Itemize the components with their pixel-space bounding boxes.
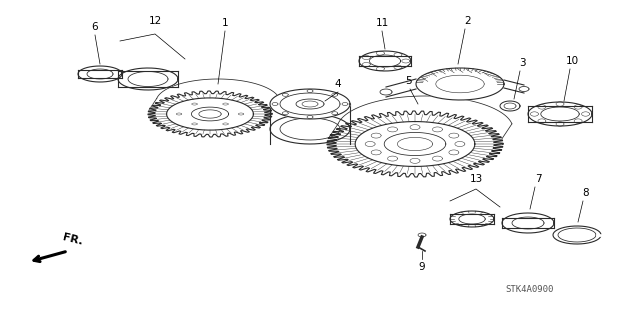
Text: 7: 7 [534, 174, 541, 184]
Polygon shape [355, 122, 475, 167]
Polygon shape [327, 111, 503, 177]
Polygon shape [270, 114, 350, 144]
Text: 9: 9 [419, 262, 426, 272]
Text: 6: 6 [92, 22, 99, 32]
Polygon shape [359, 51, 411, 71]
Polygon shape [118, 68, 178, 90]
Polygon shape [270, 89, 350, 119]
Text: 8: 8 [582, 188, 589, 198]
Polygon shape [502, 213, 554, 233]
Polygon shape [553, 226, 601, 244]
Polygon shape [78, 66, 122, 82]
Polygon shape [450, 211, 494, 227]
Text: 13: 13 [469, 174, 483, 184]
Text: 1: 1 [221, 18, 228, 28]
Text: 2: 2 [465, 16, 471, 26]
Text: 3: 3 [518, 58, 525, 68]
Polygon shape [528, 102, 592, 126]
Text: 5: 5 [404, 76, 412, 86]
Text: FR.: FR. [62, 232, 84, 247]
Polygon shape [166, 98, 253, 130]
Text: 11: 11 [376, 18, 388, 28]
Polygon shape [500, 101, 520, 111]
Text: 12: 12 [148, 16, 162, 26]
Polygon shape [148, 91, 272, 137]
Text: 10: 10 [565, 56, 579, 66]
Polygon shape [416, 68, 504, 100]
Text: 4: 4 [335, 79, 341, 89]
Text: STK4A0900: STK4A0900 [506, 285, 554, 293]
